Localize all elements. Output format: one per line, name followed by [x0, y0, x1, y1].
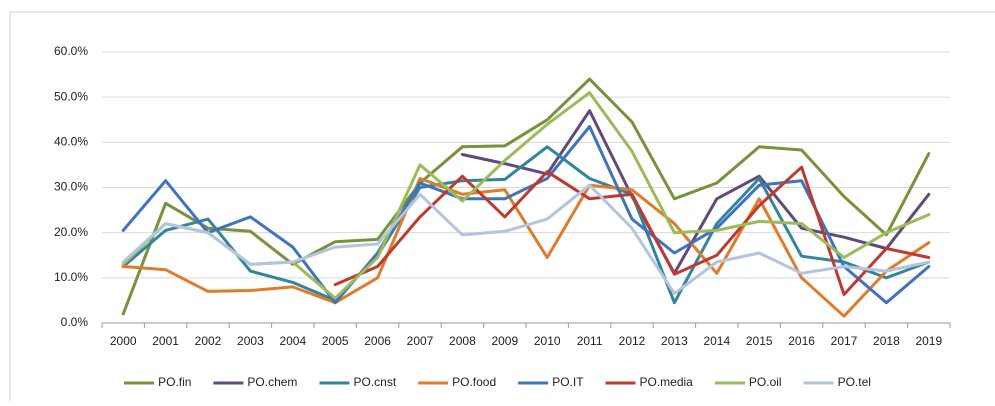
x-tick-label: 2018 [873, 334, 900, 348]
y-tick-label: 60.0% [54, 44, 88, 58]
y-tick-label: 10.0% [54, 270, 88, 284]
legend-item: PO.oil [714, 375, 782, 389]
legend-label: PO.fin [158, 375, 191, 389]
series-line [460, 109, 931, 275]
x-tick-label: 2004 [279, 334, 306, 348]
legend-item: PO.fin [124, 375, 191, 389]
legend-label: PO.IT [552, 375, 584, 389]
legend: PO.fin PO.chem PO.cnst PO.food PO.IT PO.media… [124, 375, 871, 389]
y-tick-label: 20.0% [54, 225, 88, 239]
x-tick-label: 2014 [703, 334, 730, 348]
series-line [121, 145, 931, 305]
series-line [121, 183, 931, 296]
x-tick-label: 2019 [915, 334, 942, 348]
series-line [121, 125, 931, 305]
x-tick-label: 2017 [831, 334, 858, 348]
x-tick-label: 2013 [661, 334, 688, 348]
x-tick-label: 2006 [364, 334, 391, 348]
x-tick-label: 2007 [407, 334, 434, 348]
series-line [333, 165, 931, 296]
series-line [121, 77, 931, 316]
legend-item: PO.cnst [319, 375, 397, 389]
y-tick-label: 30.0% [54, 180, 88, 194]
x-tick-label: 2012 [619, 334, 646, 348]
legend-label: PO.media [640, 375, 694, 389]
x-tick-label: 2002 [195, 334, 222, 348]
axis-labels: 0.0% 10.0% 20.0% 30.0% 40.0% 50.0% 60.0% 2000 20… [54, 44, 943, 348]
legend-item: PO.media [605, 375, 694, 389]
x-tick-label: 2001 [152, 334, 179, 348]
x-tick-label: 2008 [449, 334, 476, 348]
x-tick-label: 2011 [577, 334, 603, 348]
legend-item: PO.tel [803, 375, 871, 389]
legend-label: PO.food [452, 375, 496, 389]
x-tick-label: 2009 [491, 334, 518, 348]
plot-lines [121, 77, 931, 318]
series-line [121, 177, 931, 318]
legend-item: PO.chem [213, 375, 297, 389]
y-tick-label: 0.0% [61, 315, 89, 329]
legend-item: PO.food [418, 375, 496, 389]
legend-label: PO.oil [749, 375, 782, 389]
x-tick-label: 2010 [534, 334, 561, 348]
legend-item: PO.IT [518, 375, 584, 389]
y-tick-label: 40.0% [54, 135, 88, 149]
x-tick-label: 2015 [746, 334, 773, 348]
x-tick-label: 2003 [237, 334, 264, 348]
y-tick-label: 50.0% [54, 89, 88, 103]
legend-label: PO.tel [838, 375, 871, 389]
legend-label: PO.cnst [354, 375, 397, 389]
legend-label: PO.chem [247, 375, 297, 389]
x-tick-label: 2016 [788, 334, 815, 348]
x-tick-label: 2005 [322, 334, 349, 348]
x-tick-label: 2000 [110, 334, 137, 348]
